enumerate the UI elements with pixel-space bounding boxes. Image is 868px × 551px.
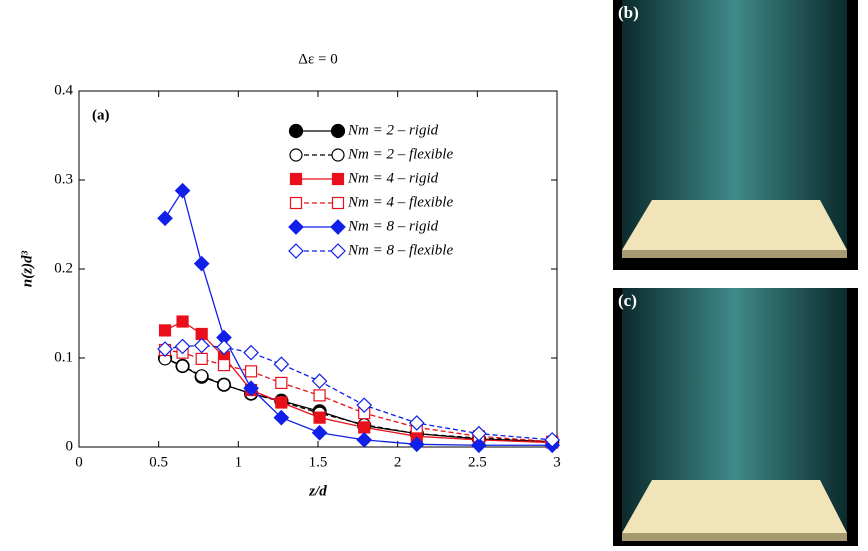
legend-label: Nm = 4 – flexible (347, 194, 453, 210)
chart-title: Δε = 0 (298, 51, 337, 67)
x-tick-label: 0.5 (149, 454, 168, 470)
panel-c: (c) (613, 288, 858, 546)
series-line (164, 344, 553, 441)
data-point (174, 338, 191, 355)
y-tick-label: 0.1 (54, 349, 73, 365)
legend-marker (289, 196, 303, 210)
data-point (544, 432, 561, 448)
legend-marker (330, 219, 346, 235)
data-point (175, 359, 190, 373)
data-point (408, 415, 425, 431)
legend-marker (288, 123, 304, 139)
x-tick-label: 2 (394, 454, 402, 470)
legend-label: Nm = 2 – flexible (347, 146, 453, 162)
legend-marker (330, 243, 346, 259)
panel-label: (b) (618, 3, 639, 22)
legend-marker (288, 243, 304, 259)
x-tick-label: 2.5 (468, 454, 487, 470)
legend-marker (331, 172, 345, 186)
data-point (313, 411, 326, 424)
data-point (217, 359, 231, 372)
panel-floor-edge (622, 250, 847, 258)
legend-label: Nm = 8 – rigid (347, 218, 439, 234)
data-point (243, 344, 259, 361)
data-point (244, 365, 258, 378)
data-point (311, 373, 328, 389)
data-point (157, 210, 173, 227)
panel-label: (c) (618, 291, 637, 310)
x-tick-label: 1 (235, 454, 243, 470)
panel-floor (622, 480, 847, 533)
data-point (158, 324, 172, 337)
data-point (275, 376, 288, 390)
data-point (471, 437, 487, 454)
data-point (195, 369, 209, 383)
x-tick-label: 3 (553, 454, 561, 470)
data-point (358, 421, 371, 434)
data-point (193, 337, 210, 354)
data-point (273, 356, 290, 373)
panel-b: (b) (613, 0, 858, 270)
data-point (356, 397, 373, 414)
data-point (193, 255, 210, 272)
legend-label: Nm = 8 – flexible (347, 242, 453, 258)
x-tick-label: 1.5 (309, 454, 328, 470)
data-point (195, 352, 208, 365)
legend-marker (289, 148, 303, 162)
legend-marker (289, 172, 303, 186)
legend-label: Nm = 2 – rigid (347, 122, 439, 138)
x-tick-label: 0 (75, 454, 83, 470)
data-point (408, 436, 425, 453)
data-point (311, 424, 328, 441)
data-point (356, 432, 373, 448)
data-point (157, 341, 173, 357)
data-point (273, 409, 290, 426)
y-tick-label: 0.3 (54, 171, 73, 187)
legend-marker (288, 219, 304, 235)
data-point (176, 315, 189, 328)
data-point (243, 380, 259, 397)
legend-marker (331, 148, 345, 162)
y-tick-label: 0.2 (54, 260, 73, 276)
data-point (313, 389, 326, 402)
data-point (174, 182, 191, 199)
data-point (275, 396, 288, 409)
legend-marker (331, 196, 345, 210)
x-axis-label: z/d (308, 483, 327, 499)
data-point (217, 378, 231, 392)
legend-label: Nm = 4 – rigid (347, 170, 439, 186)
y-tick-label: 0.4 (54, 82, 73, 98)
panel-floor-edge (622, 533, 847, 541)
y-tick-label: 0 (66, 438, 74, 454)
legend-marker (330, 123, 346, 139)
y-axis-label: n(z)d³ (19, 250, 35, 287)
panel-floor (622, 200, 847, 250)
data-point (216, 339, 232, 356)
data-point (471, 425, 487, 442)
annotation: (a) (92, 107, 110, 123)
